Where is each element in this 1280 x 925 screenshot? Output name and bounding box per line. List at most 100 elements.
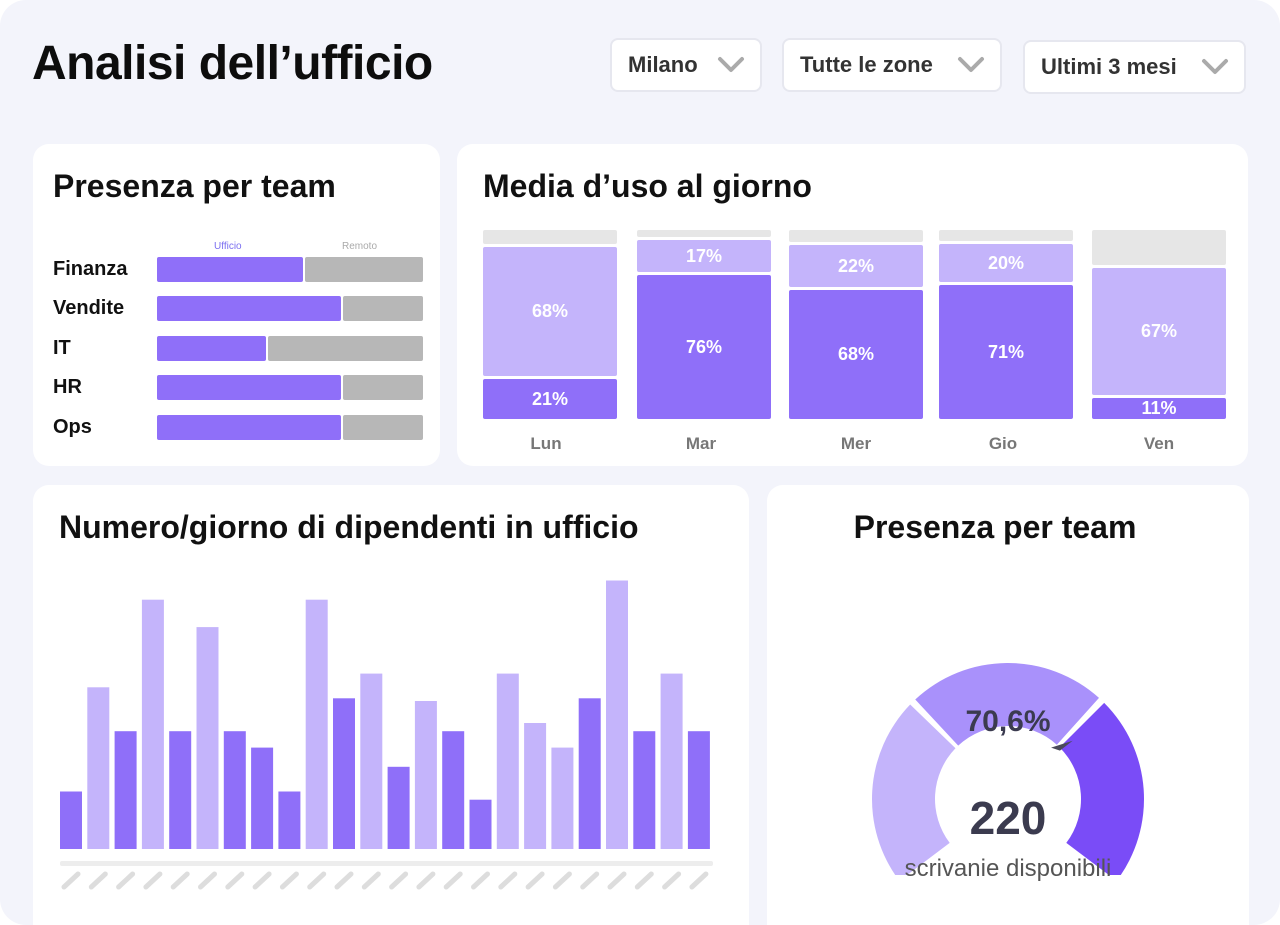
remote-segment <box>343 375 423 400</box>
remote-segment <box>343 296 423 321</box>
employee-bar <box>387 766 410 849</box>
unused-segment <box>637 230 771 237</box>
x-tick-placeholder <box>443 871 463 890</box>
gauge-percent: 70,6% <box>965 705 1051 738</box>
x-tick-placeholder <box>525 871 545 890</box>
period-filter-dropdown[interactable]: Ultimi 3 mesi <box>1023 40 1246 94</box>
x-tick-placeholder <box>471 871 490 890</box>
city-filter-label: Milano <box>628 52 698 77</box>
gauge-pointer <box>1051 740 1073 751</box>
x-tick-placeholder <box>361 871 381 890</box>
zone-filter-dropdown[interactable]: Tutte le zone <box>782 38 1002 92</box>
remote-segment <box>305 257 423 282</box>
office-segment <box>157 415 341 440</box>
employee-bar <box>60 791 82 849</box>
employee-bar <box>278 791 301 849</box>
employee-bar <box>687 731 710 849</box>
remote-segment <box>343 415 423 440</box>
employee-bar <box>223 731 246 849</box>
x-tick-placeholder <box>634 871 654 890</box>
employee-bar <box>551 747 574 849</box>
gauge-segment-low <box>872 704 956 875</box>
full-use-segment: 76% <box>637 275 771 419</box>
city-filter-dropdown[interactable]: Milano <box>610 38 762 92</box>
employee-bar <box>360 673 383 849</box>
x-tick-placeholder <box>307 871 327 890</box>
x-tick-placeholder <box>498 871 518 890</box>
day-label: Gio <box>988 434 1018 453</box>
employee-bar <box>333 698 355 849</box>
employee-bar <box>414 701 437 849</box>
chevron-down-icon <box>718 57 744 72</box>
desk-gauge-chart <box>872 663 1144 875</box>
team-label: HR <box>53 376 82 398</box>
employee-bar <box>442 731 465 849</box>
employee-bar <box>496 673 519 849</box>
partial-use-segment: 68% <box>483 247 617 376</box>
employee-bar <box>251 747 274 849</box>
employee-bar <box>114 731 137 849</box>
full-use-segment: 68% <box>789 290 923 419</box>
team-bar <box>157 375 423 400</box>
x-tick-placeholder <box>88 871 108 890</box>
daily-usage-title: Media d’uso al giorno <box>483 168 812 204</box>
employee-bar <box>305 599 328 849</box>
day-label: Mar <box>685 434 717 453</box>
day-label: Lun <box>530 434 562 453</box>
full-use-segment: 21% <box>483 379 617 419</box>
remote-segment <box>268 336 423 361</box>
x-tick-placeholder <box>170 871 190 890</box>
employee-bar <box>578 698 601 849</box>
x-tick-placeholder <box>689 871 709 890</box>
employees-per-day-card: Numero/giorno di dipendenti in ufficio <box>33 485 749 925</box>
unused-segment <box>939 230 1073 241</box>
day-label: Mer <box>840 434 872 453</box>
team-presence-card: Presenza per team Ufficio Remoto Finanza… <box>33 144 440 466</box>
employee-bar <box>141 599 164 849</box>
x-tick-placeholder <box>334 871 354 890</box>
period-filter-label: Ultimi 3 mesi <box>1041 54 1177 79</box>
legend-office: Ufficio <box>214 241 242 252</box>
daily-usage-card: Media d’uso al giorno 68% 21% Lun 17% 76% Mar… <box>457 144 1248 466</box>
team-label: Ops <box>53 416 92 438</box>
full-use-segment: 11% <box>1092 398 1226 419</box>
team-bar <box>157 336 423 361</box>
x-tick-placeholder <box>143 871 163 890</box>
zone-filter-label: Tutte le zone <box>800 52 933 77</box>
team-label: Vendite <box>53 297 125 319</box>
team-bar <box>157 296 423 321</box>
employees-per-day-title: Numero/giorno di dipendenti in ufficio <box>59 509 639 545</box>
partial-use-segment: 22% <box>789 245 923 287</box>
x-tick-placeholder <box>416 871 436 890</box>
x-axis-line <box>60 861 713 866</box>
unused-segment <box>483 230 617 244</box>
available-desks-count: 220 <box>969 792 1047 844</box>
x-tick-placeholder <box>389 871 409 890</box>
employee-bar <box>196 627 219 849</box>
employee-bar <box>87 687 110 849</box>
full-use-segment: 71% <box>939 285 1073 419</box>
employee-bar <box>469 799 492 849</box>
employee-bar <box>660 673 683 849</box>
x-tick-placeholder <box>580 871 600 890</box>
legend-remote: Remoto <box>342 241 378 252</box>
x-tick-placeholder <box>552 871 572 890</box>
office-segment <box>157 375 341 400</box>
office-segment <box>157 257 303 282</box>
team-label: IT <box>53 337 71 359</box>
team-presence-title: Presenza per team <box>53 168 336 204</box>
gauge-segment-high <box>1059 702 1144 875</box>
chevron-down-icon <box>958 57 984 72</box>
gauge-segment-mid <box>915 663 1100 746</box>
employees-bar-chart <box>60 580 713 890</box>
unused-segment <box>1092 230 1226 265</box>
employee-bar <box>524 723 547 849</box>
desk-gauge-title: Presenza per team <box>853 509 1137 545</box>
partial-use-segment: 67% <box>1092 268 1226 395</box>
x-tick-placeholder <box>252 871 272 890</box>
x-tick-placeholder <box>607 871 627 890</box>
team-bar <box>157 415 423 440</box>
x-tick-placeholder <box>116 871 136 890</box>
available-desks-label: scrivanie disponibili <box>904 855 1112 882</box>
